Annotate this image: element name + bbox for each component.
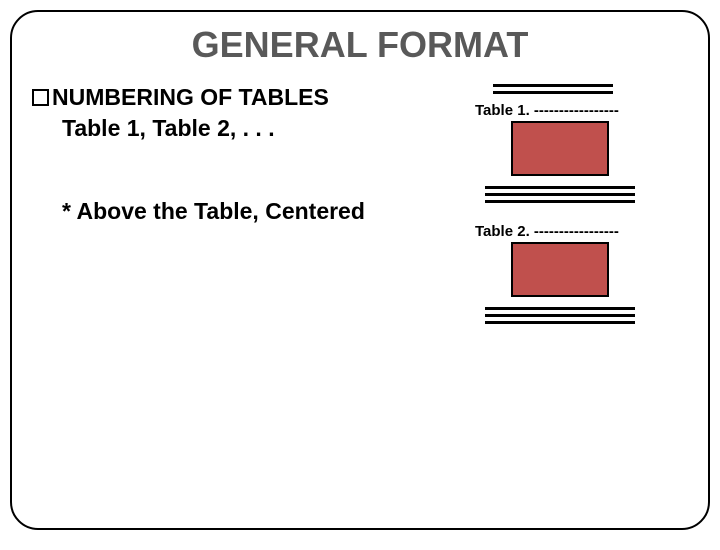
content-row: NUMBERING OF TABLES Table 1, Table 2, . … [32, 84, 688, 344]
table-caption-2: Table 2. ----------------- [475, 223, 688, 240]
text-lines-below-2 [485, 307, 688, 324]
note-text: * Above the Table, Centered [62, 198, 453, 225]
text-lines-above-1 [493, 84, 688, 94]
left-column: NUMBERING OF TABLES Table 1, Table 2, . … [32, 84, 463, 344]
hline-icon [485, 321, 635, 324]
hline-icon [485, 307, 635, 310]
example-2: Table 2. ----------------- [463, 223, 688, 324]
slide-title: GENERAL FORMAT [32, 24, 688, 66]
example-1: Table 1. ----------------- [463, 84, 688, 203]
hline-icon [493, 91, 613, 94]
hline-icon [485, 200, 635, 203]
slide-frame: GENERAL FORMAT NUMBERING OF TABLES Table… [10, 10, 710, 530]
text-lines-below-1 [485, 186, 688, 203]
hline-icon [485, 193, 635, 196]
right-column: Table 1. ----------------- Table 2. ----… [463, 84, 688, 344]
heading-text: NUMBERING OF TABLES [52, 84, 329, 111]
bullet-square-icon [32, 89, 49, 106]
heading-line: NUMBERING OF TABLES [32, 84, 453, 111]
hline-icon [485, 314, 635, 317]
table-caption-1: Table 1. ----------------- [475, 102, 688, 119]
table-rect-2 [511, 242, 609, 297]
hline-icon [493, 84, 613, 87]
table-rect-1 [511, 121, 609, 176]
subheading-text: Table 1, Table 2, . . . [62, 115, 453, 142]
hline-icon [485, 186, 635, 189]
